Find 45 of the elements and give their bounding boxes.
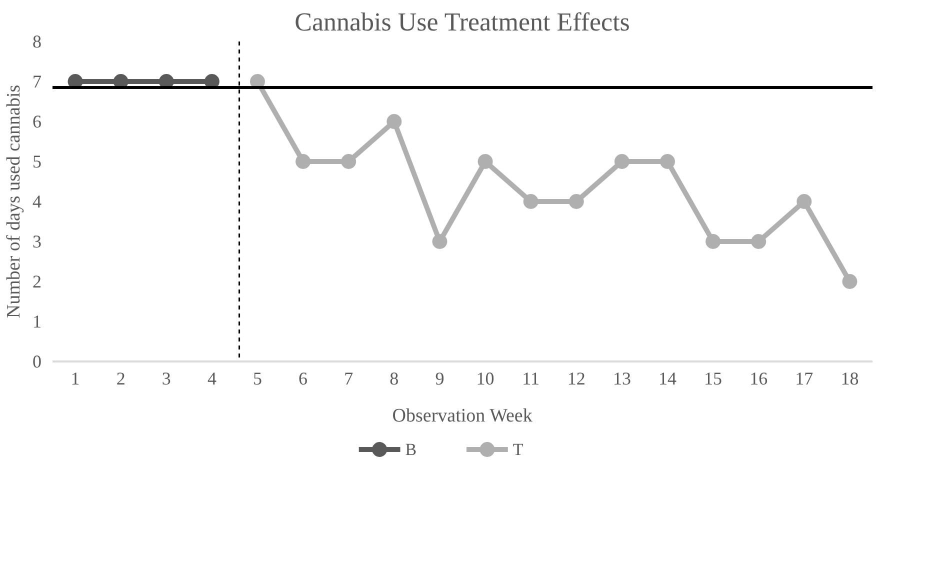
y-tick-label: 2: [32, 272, 42, 292]
point: [568, 194, 584, 209]
y-tick-label: 5: [32, 152, 42, 172]
x-tick-label: 11: [522, 368, 540, 388]
x-tick-label: 15: [704, 368, 722, 388]
legend-label: T: [512, 440, 524, 459]
x-tick-label: 17: [795, 368, 814, 388]
x-tick-label: 13: [612, 368, 631, 388]
point: [842, 274, 858, 289]
point: [523, 194, 538, 209]
point: [706, 234, 721, 249]
x-tick-label: 6: [298, 368, 308, 388]
x-axis-title: Observation Week: [392, 406, 533, 426]
point: [341, 154, 356, 169]
y-tick-label: 8: [32, 32, 42, 52]
y-tick-label: 4: [32, 192, 42, 212]
x-tick-label: 9: [435, 368, 444, 388]
x-tick-label: 10: [476, 368, 494, 388]
y-tick-label: 6: [32, 112, 42, 132]
x-tick-label: 5: [253, 368, 262, 388]
x-tick-label: 2: [116, 368, 126, 388]
x-tick-label: 7: [344, 368, 354, 388]
x-tick-label: 4: [207, 368, 216, 388]
y-tick-label: 0: [32, 352, 42, 372]
x-tick-label: 18: [840, 368, 859, 388]
point: [432, 234, 448, 249]
y-tick-label: 3: [32, 232, 42, 252]
point: [614, 154, 630, 169]
y-tick-label: 1: [32, 312, 42, 332]
point: [660, 154, 675, 169]
x-tick-label: 8: [390, 368, 399, 388]
x-tick-label: 12: [567, 368, 586, 388]
y-axis-title: Number of days used cannabis: [4, 84, 24, 318]
point: [386, 114, 402, 129]
chart-title: Cannabis Use Treatment Effects: [294, 8, 630, 36]
x-tick-label: 3: [162, 368, 171, 388]
point: [296, 154, 311, 169]
point: [751, 234, 766, 249]
x-tick-label: 1: [70, 368, 80, 388]
y-tick-label: 7: [32, 72, 42, 92]
x-tick-label: 14: [658, 368, 676, 388]
legend-label: B: [405, 440, 417, 459]
point: [796, 194, 812, 209]
point: [478, 154, 493, 169]
x-tick-label: 16: [750, 368, 768, 388]
